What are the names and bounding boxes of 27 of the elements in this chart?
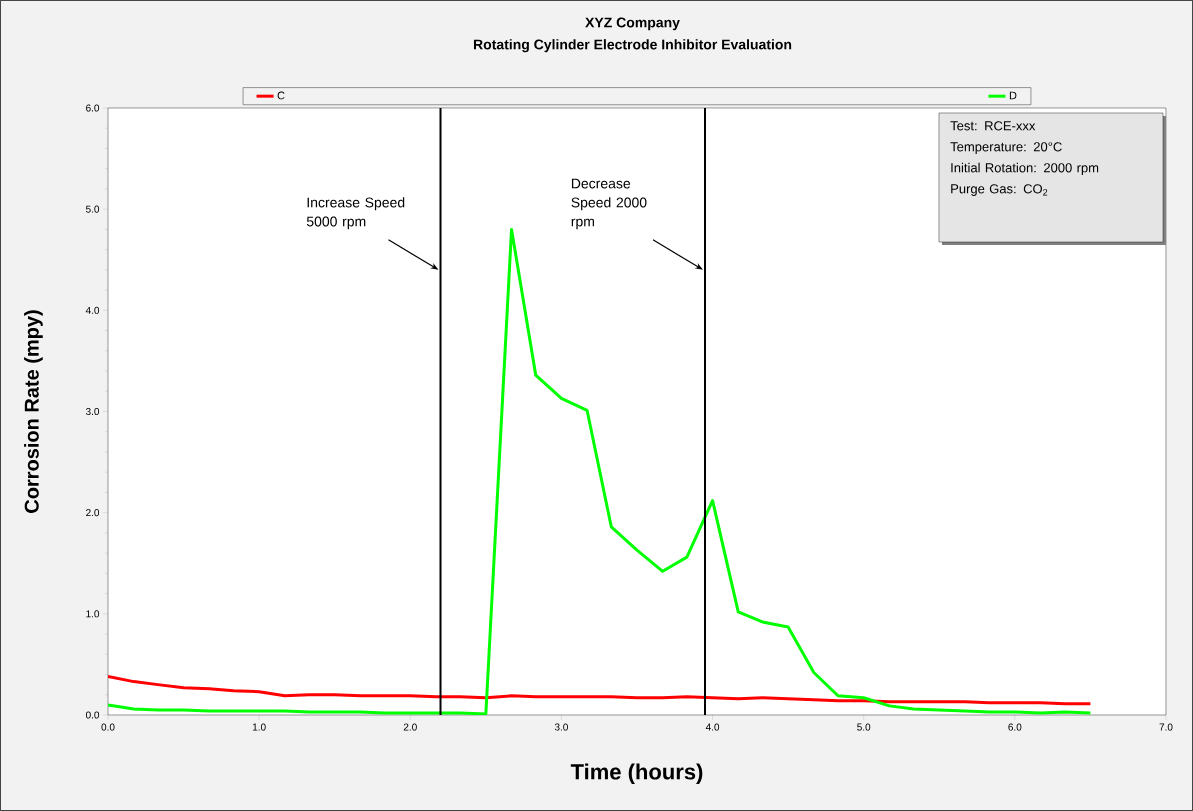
y-tick-label: 5.0 <box>85 205 100 213</box>
x-tick-label: 4.0 <box>705 723 720 731</box>
ref-line-label: Decrease Speed 2000 rpm <box>571 178 647 230</box>
y-tick-label: 6.0 <box>86 104 100 112</box>
legend-label: C <box>277 91 285 100</box>
ref-line-label: Increase Speed 5000 rpm <box>306 197 405 230</box>
x-tick-label: 1.0 <box>252 723 266 731</box>
annotation: Purge Gas: CO$_{2}$ <box>951 184 1048 196</box>
x-tick-label: 3.0 <box>554 723 568 731</box>
y-tick-label: 4.0 <box>85 306 100 314</box>
legend-label: D <box>1009 91 1017 100</box>
x-tick-label: 5.0 <box>857 723 871 731</box>
y-axis-title: Corrosion Rate (mpy) <box>24 310 43 513</box>
x-axis-title: Time (hours) <box>570 763 703 784</box>
annotation: Initial Rotation: 2000 rpm <box>951 162 1099 175</box>
x-tick-label: 6.0 <box>1008 723 1022 731</box>
x-tick-label: 7.0 <box>1159 723 1173 731</box>
annotation: Temperature: 20°C <box>950 142 1062 154</box>
chart-subtitle: Rotating Cylinder Electrode Inhibitor Evaluation <box>473 39 792 53</box>
annotation: Test: RCE-xxx <box>950 121 1036 131</box>
y-tick-label: 0.0 <box>85 711 100 719</box>
chart-title: XYZ Company <box>585 17 680 31</box>
x-tick-label: 0.0 <box>101 723 115 731</box>
y-tick-label: 1.0 <box>86 610 100 618</box>
y-tick-label: 2.0 <box>86 509 100 517</box>
x-tick-label: 2.0 <box>403 723 417 731</box>
y-tick-label: 3.0 <box>85 407 100 416</box>
